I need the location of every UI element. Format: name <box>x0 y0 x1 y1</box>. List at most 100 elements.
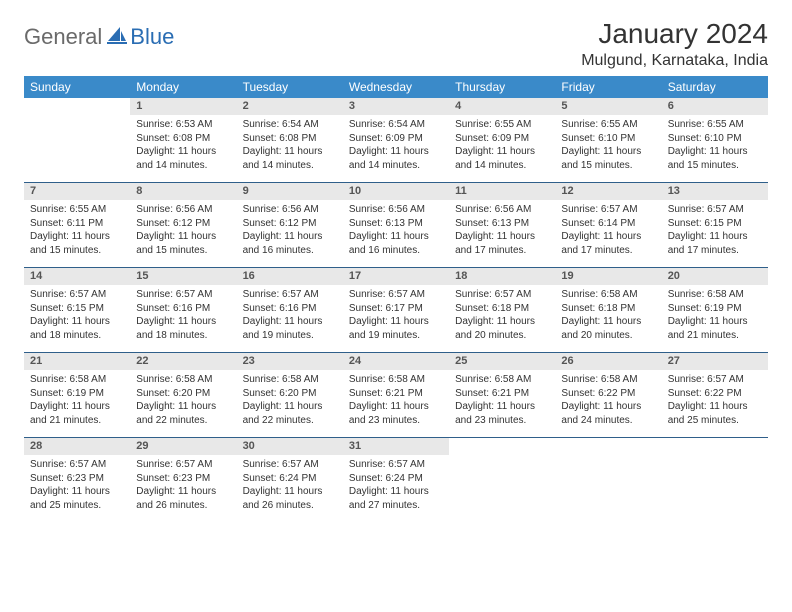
day-number: 28 <box>24 438 130 455</box>
calendar-week-row: 28Sunrise: 6:57 AMSunset: 6:23 PMDayligh… <box>24 438 768 523</box>
day-detail: Sunrise: 6:58 AMSunset: 6:21 PMDaylight:… <box>343 370 449 437</box>
day-detail-line: and 25 minutes. <box>30 499 124 513</box>
day-detail: Sunrise: 6:57 AMSunset: 6:16 PMDaylight:… <box>237 285 343 352</box>
calendar-week-row: 21Sunrise: 6:58 AMSunset: 6:19 PMDayligh… <box>24 353 768 438</box>
day-detail <box>555 455 661 513</box>
day-detail-line: and 14 minutes. <box>136 159 230 173</box>
logo-word-2: Blue <box>130 24 174 50</box>
calendar-week-row: 1Sunrise: 6:53 AMSunset: 6:08 PMDaylight… <box>24 98 768 183</box>
day-detail-line: Sunrise: 6:58 AM <box>668 288 762 302</box>
day-number: 12 <box>555 183 661 200</box>
calendar-cell <box>662 438 768 523</box>
day-number <box>555 438 661 455</box>
day-detail-line: Daylight: 11 hours <box>243 400 337 414</box>
day-number: 23 <box>237 353 343 370</box>
day-number: 3 <box>343 98 449 115</box>
day-detail: Sunrise: 6:56 AMSunset: 6:13 PMDaylight:… <box>343 200 449 267</box>
day-detail-line: Sunset: 6:11 PM <box>30 217 124 231</box>
calendar-cell: 3Sunrise: 6:54 AMSunset: 6:09 PMDaylight… <box>343 98 449 183</box>
day-detail-line: Sunset: 6:08 PM <box>136 132 230 146</box>
day-detail-line: and 15 minutes. <box>136 244 230 258</box>
day-number: 5 <box>555 98 661 115</box>
day-detail-line: Sunrise: 6:57 AM <box>668 373 762 387</box>
day-detail-line: and 16 minutes. <box>349 244 443 258</box>
day-detail-line: Sunset: 6:10 PM <box>668 132 762 146</box>
day-detail-line: Sunset: 6:21 PM <box>349 387 443 401</box>
day-detail: Sunrise: 6:54 AMSunset: 6:09 PMDaylight:… <box>343 115 449 182</box>
calendar-week-row: 7Sunrise: 6:55 AMSunset: 6:11 PMDaylight… <box>24 183 768 268</box>
calendar-cell: 19Sunrise: 6:58 AMSunset: 6:18 PMDayligh… <box>555 268 661 353</box>
day-detail-line: Sunset: 6:08 PM <box>243 132 337 146</box>
day-detail-line: and 19 minutes. <box>243 329 337 343</box>
day-detail-line: Sunrise: 6:54 AM <box>349 118 443 132</box>
day-detail-line: Sunset: 6:18 PM <box>561 302 655 316</box>
calendar-cell: 8Sunrise: 6:56 AMSunset: 6:12 PMDaylight… <box>130 183 236 268</box>
day-detail-line: Daylight: 11 hours <box>30 400 124 414</box>
day-detail-line: Sunset: 6:24 PM <box>349 472 443 486</box>
day-detail-line: and 22 minutes. <box>243 414 337 428</box>
calendar-cell: 2Sunrise: 6:54 AMSunset: 6:08 PMDaylight… <box>237 98 343 183</box>
day-detail: Sunrise: 6:57 AMSunset: 6:18 PMDaylight:… <box>449 285 555 352</box>
day-detail-line: and 15 minutes. <box>668 159 762 173</box>
day-detail-line: Sunrise: 6:57 AM <box>30 288 124 302</box>
day-detail <box>24 115 130 173</box>
day-detail-line: Sunrise: 6:58 AM <box>243 373 337 387</box>
day-number: 17 <box>343 268 449 285</box>
day-detail-line: Sunrise: 6:56 AM <box>243 203 337 217</box>
day-detail-line: Sunrise: 6:55 AM <box>561 118 655 132</box>
calendar-cell: 22Sunrise: 6:58 AMSunset: 6:20 PMDayligh… <box>130 353 236 438</box>
weekday-header: Saturday <box>662 76 768 98</box>
calendar-cell: 28Sunrise: 6:57 AMSunset: 6:23 PMDayligh… <box>24 438 130 523</box>
calendar-table: Sunday Monday Tuesday Wednesday Thursday… <box>24 76 768 522</box>
day-detail-line: Daylight: 11 hours <box>349 400 443 414</box>
day-detail-line: and 25 minutes. <box>668 414 762 428</box>
day-number: 29 <box>130 438 236 455</box>
day-detail-line: Sunrise: 6:58 AM <box>561 373 655 387</box>
day-detail-line: Sunset: 6:19 PM <box>668 302 762 316</box>
day-detail-line: Daylight: 11 hours <box>561 230 655 244</box>
day-detail: Sunrise: 6:58 AMSunset: 6:20 PMDaylight:… <box>237 370 343 437</box>
day-detail-line: and 23 minutes. <box>349 414 443 428</box>
day-detail-line: Sunrise: 6:57 AM <box>349 458 443 472</box>
day-detail-line: Daylight: 11 hours <box>30 230 124 244</box>
day-detail-line: Sunrise: 6:58 AM <box>349 373 443 387</box>
day-detail-line: and 15 minutes. <box>30 244 124 258</box>
day-detail-line: Daylight: 11 hours <box>243 145 337 159</box>
calendar-cell: 11Sunrise: 6:56 AMSunset: 6:13 PMDayligh… <box>449 183 555 268</box>
calendar-cell: 1Sunrise: 6:53 AMSunset: 6:08 PMDaylight… <box>130 98 236 183</box>
day-detail-line: Sunset: 6:10 PM <box>561 132 655 146</box>
calendar-cell: 18Sunrise: 6:57 AMSunset: 6:18 PMDayligh… <box>449 268 555 353</box>
day-detail-line: Sunrise: 6:57 AM <box>243 288 337 302</box>
day-number: 4 <box>449 98 555 115</box>
calendar-cell: 10Sunrise: 6:56 AMSunset: 6:13 PMDayligh… <box>343 183 449 268</box>
day-number <box>449 438 555 455</box>
calendar-cell <box>449 438 555 523</box>
day-detail: Sunrise: 6:57 AMSunset: 6:24 PMDaylight:… <box>237 455 343 522</box>
day-detail-line: Sunrise: 6:58 AM <box>561 288 655 302</box>
day-detail-line: Sunset: 6:24 PM <box>243 472 337 486</box>
calendar-cell: 29Sunrise: 6:57 AMSunset: 6:23 PMDayligh… <box>130 438 236 523</box>
calendar-cell <box>555 438 661 523</box>
day-detail-line: Sunset: 6:20 PM <box>243 387 337 401</box>
day-detail-line: Sunset: 6:20 PM <box>136 387 230 401</box>
page-header: General Blue January 2024 Mulgund, Karna… <box>24 18 768 70</box>
day-detail-line: Sunrise: 6:54 AM <box>243 118 337 132</box>
calendar-cell: 17Sunrise: 6:57 AMSunset: 6:17 PMDayligh… <box>343 268 449 353</box>
day-detail-line: Sunset: 6:13 PM <box>455 217 549 231</box>
day-detail-line: Sunset: 6:22 PM <box>668 387 762 401</box>
calendar-cell: 14Sunrise: 6:57 AMSunset: 6:15 PMDayligh… <box>24 268 130 353</box>
day-detail-line: and 20 minutes. <box>455 329 549 343</box>
day-detail-line: Daylight: 11 hours <box>349 145 443 159</box>
day-detail-line: Sunset: 6:19 PM <box>30 387 124 401</box>
day-detail-line: Daylight: 11 hours <box>349 315 443 329</box>
day-detail: Sunrise: 6:57 AMSunset: 6:17 PMDaylight:… <box>343 285 449 352</box>
day-detail: Sunrise: 6:56 AMSunset: 6:13 PMDaylight:… <box>449 200 555 267</box>
day-detail-line: Daylight: 11 hours <box>136 400 230 414</box>
day-detail-line: Sunrise: 6:55 AM <box>455 118 549 132</box>
day-detail-line: Daylight: 11 hours <box>455 400 549 414</box>
day-detail-line: Sunset: 6:13 PM <box>349 217 443 231</box>
day-detail-line: Daylight: 11 hours <box>30 315 124 329</box>
brand-logo: General Blue <box>24 24 174 50</box>
day-detail-line: Sunset: 6:15 PM <box>30 302 124 316</box>
calendar-cell: 7Sunrise: 6:55 AMSunset: 6:11 PMDaylight… <box>24 183 130 268</box>
